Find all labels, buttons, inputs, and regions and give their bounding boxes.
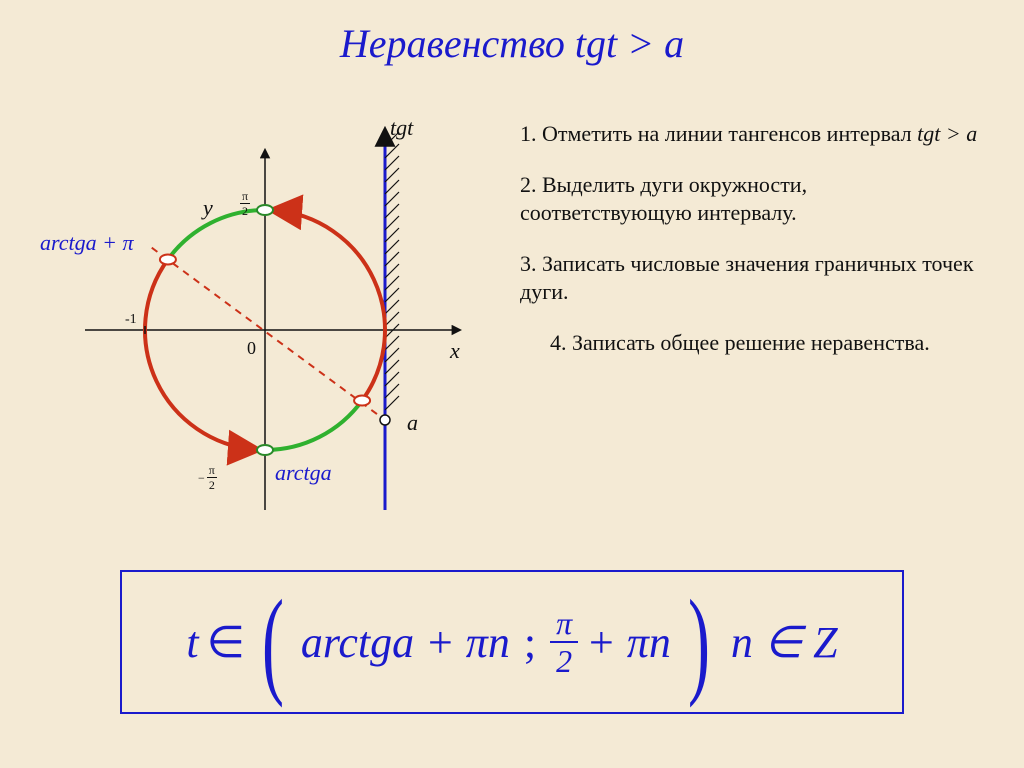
a-label: a xyxy=(407,410,418,436)
step-4: 4. Записать общее решение неравенства. xyxy=(550,329,980,358)
formula-left: arctga + πn xyxy=(301,617,510,668)
step-2: 2. Выделить дуги окружности, соответству… xyxy=(520,171,980,228)
formula-in: ∈ xyxy=(207,617,245,668)
right-paren: ) xyxy=(688,594,710,690)
unit-circle-diagram: tgt y x 0 -1 a arctga + π arctga π 2 − π… xyxy=(40,90,480,530)
y-axis-label: y xyxy=(203,195,213,221)
page-title: Неравенство tgt > a xyxy=(0,20,1024,67)
formula-sep: ; xyxy=(524,617,536,668)
x-axis-label: x xyxy=(450,338,460,364)
diagram-svg xyxy=(40,90,480,530)
arctga-plus-pi-label: arctga + π xyxy=(40,230,134,256)
step-3: 3. Записать числовые значения граничных … xyxy=(520,250,980,307)
tgt-axis-label: tgt xyxy=(390,115,413,141)
solution-formula: t ∈ ( arctga + πn ; π 2 + πn ) n ∈ Z xyxy=(120,570,904,714)
formula-n-in-z: n ∈ Z xyxy=(731,617,838,668)
minus-pi-half-label: − π 2 xyxy=(198,464,217,491)
arctga-label: arctga xyxy=(275,460,332,486)
formula-right-tail: + πn xyxy=(586,617,671,668)
pi-half-top-label: π 2 xyxy=(240,190,250,217)
pi-over-2: π 2 xyxy=(550,607,578,677)
minus-one-label: -1 xyxy=(125,312,137,328)
left-paren: ( xyxy=(262,594,284,690)
steps-list: 1. Отметить на линии тангенсов интервал … xyxy=(520,120,980,380)
origin-label: 0 xyxy=(247,338,256,359)
step-1: 1. Отметить на линии тангенсов интервал … xyxy=(520,120,980,149)
formula-t: t xyxy=(186,617,198,668)
